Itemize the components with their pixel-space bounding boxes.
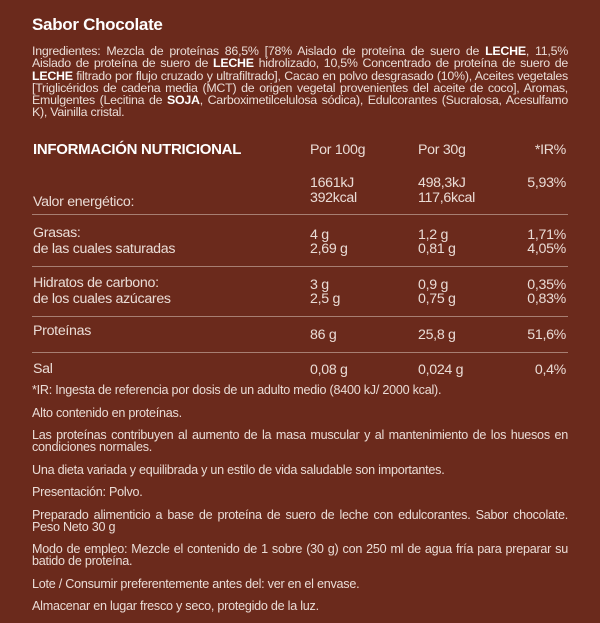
value: 4,05% xyxy=(527,241,566,257)
note-presentation: Presentación: Polvo. xyxy=(32,485,143,499)
value: 0,08 g xyxy=(310,362,348,378)
table-row-energy: Valor energético: 1661kJ 392kcal 498,3kJ… xyxy=(32,170,568,215)
allergen: LECHE xyxy=(32,68,73,83)
value: 86 g xyxy=(310,327,337,343)
ingredients-text: Ingredientes: Mezcla de proteínas 86,5% … xyxy=(32,45,568,119)
value: 25,8 g xyxy=(418,327,456,343)
value: 2,5 g xyxy=(310,291,341,307)
value: 1,2 g xyxy=(418,227,449,243)
value: 4 g xyxy=(310,227,329,243)
note-description: Preparado alimenticio a base de proteína… xyxy=(32,507,568,534)
note-diet: Una dieta variada y equilibrada y un est… xyxy=(32,462,445,477)
value: 392kcal xyxy=(310,190,357,206)
value: 117,6kcal xyxy=(418,190,475,206)
value: 5,93% xyxy=(527,175,566,191)
table-row-carbs: Hidratos de carbono: 3 g 0,9 g 0,35% de … xyxy=(32,267,568,317)
allergen: LECHE xyxy=(485,44,526,58)
note-ir: *IR: Ingesta de referencia por dosis de … xyxy=(32,383,442,397)
ingredients-part: , Carboximetilcelulosa sódica), Edulcora… xyxy=(32,93,568,120)
value: 498,3kJ xyxy=(418,175,466,191)
note-lot: Lote / Consumir preferentemente antes de… xyxy=(32,576,360,591)
row-label: Sal xyxy=(33,361,53,377)
header-per-100g: Por 100g xyxy=(310,142,366,158)
value: 0,4% xyxy=(534,362,566,378)
value: 0,83% xyxy=(527,291,566,307)
value: 0,35% xyxy=(527,277,566,293)
allergen: LECHE xyxy=(213,56,254,71)
row-sublabel: de las cuales saturadas xyxy=(33,241,176,257)
ingredients-part: Ingredientes: Mezcla de proteínas 86,5% … xyxy=(32,44,486,58)
note-claim: Alto contenido en proteínas. xyxy=(32,405,182,420)
nutrition-table: INFORMACIÓN NUTRICIONAL Por 100g Por 30g… xyxy=(32,140,568,383)
header-per-30g: Por 30g xyxy=(418,142,466,158)
value: 0,81 g xyxy=(418,241,456,257)
notes: *IR: Ingesta de referencia por dosis de … xyxy=(32,384,568,623)
value: 1,71% xyxy=(527,227,566,243)
value: 0,75 g xyxy=(418,291,456,307)
ingredients-part: , 11,5% Aislado de proteína de suero de xyxy=(32,44,568,71)
table-row-protein: Proteínas 86 g 25,8 g 51,6% xyxy=(32,317,568,353)
header-ir: *IR% xyxy=(534,142,566,158)
row-sublabel: de los cuales azúcares xyxy=(33,291,171,307)
ingredients-part: hidrolizado, 10,5% Concentrado de proteí… xyxy=(253,56,569,71)
value: 51,6% xyxy=(527,327,566,343)
note-health-claim: Las proteínas contribuyen al aumento de … xyxy=(32,428,568,454)
table-row-salt: Sal 0,08 g 0,024 g 0,4% xyxy=(32,353,568,383)
table-header: INFORMACIÓN NUTRICIONAL Por 100g Por 30g… xyxy=(32,140,568,170)
ingredients-part: filtrado por flujo cruzado y ultrafiltra… xyxy=(32,68,568,108)
row-label: Grasas: xyxy=(33,225,81,241)
value: 0,024 g xyxy=(418,362,464,378)
product-title: Sabor Chocolate xyxy=(32,15,163,34)
note-storage: Almacenar en lugar fresco y seco, proteg… xyxy=(32,599,319,613)
value: 1661kJ xyxy=(310,175,354,191)
note-usage: Modo de empleo: Mezcle el contenido de 1… xyxy=(32,542,568,568)
value: 2,69 g xyxy=(310,241,348,257)
value: 0,9 g xyxy=(418,277,449,293)
header-label: INFORMACIÓN NUTRICIONAL xyxy=(33,141,242,158)
row-label: Valor energético: xyxy=(33,194,135,210)
value: 3 g xyxy=(310,277,329,293)
allergen: SOJA xyxy=(166,93,200,108)
table-row-fat: Grasas: 4 g 1,2 g 1,71% de las cuales sa… xyxy=(32,215,568,267)
row-label: Hidratos de carbono: xyxy=(33,275,159,291)
row-label: Proteínas xyxy=(33,323,92,339)
